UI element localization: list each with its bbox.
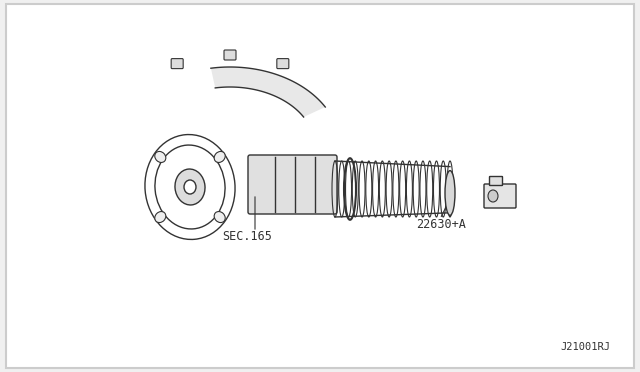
FancyBboxPatch shape [171,59,183,68]
FancyBboxPatch shape [248,155,337,214]
FancyBboxPatch shape [277,59,289,68]
Ellipse shape [214,212,225,222]
FancyBboxPatch shape [6,4,634,368]
Ellipse shape [155,145,225,229]
Ellipse shape [155,151,166,163]
Ellipse shape [184,180,196,194]
FancyBboxPatch shape [490,176,502,186]
Ellipse shape [145,135,235,240]
Text: 22630+A: 22630+A [416,218,466,231]
Ellipse shape [488,190,498,202]
FancyBboxPatch shape [484,184,516,208]
Ellipse shape [155,212,166,222]
Ellipse shape [445,171,455,215]
Polygon shape [211,67,325,117]
Ellipse shape [214,151,225,163]
Text: J21001RJ: J21001RJ [560,342,610,352]
Text: SEC.165: SEC.165 [222,230,272,243]
FancyBboxPatch shape [224,50,236,60]
Ellipse shape [175,169,205,205]
